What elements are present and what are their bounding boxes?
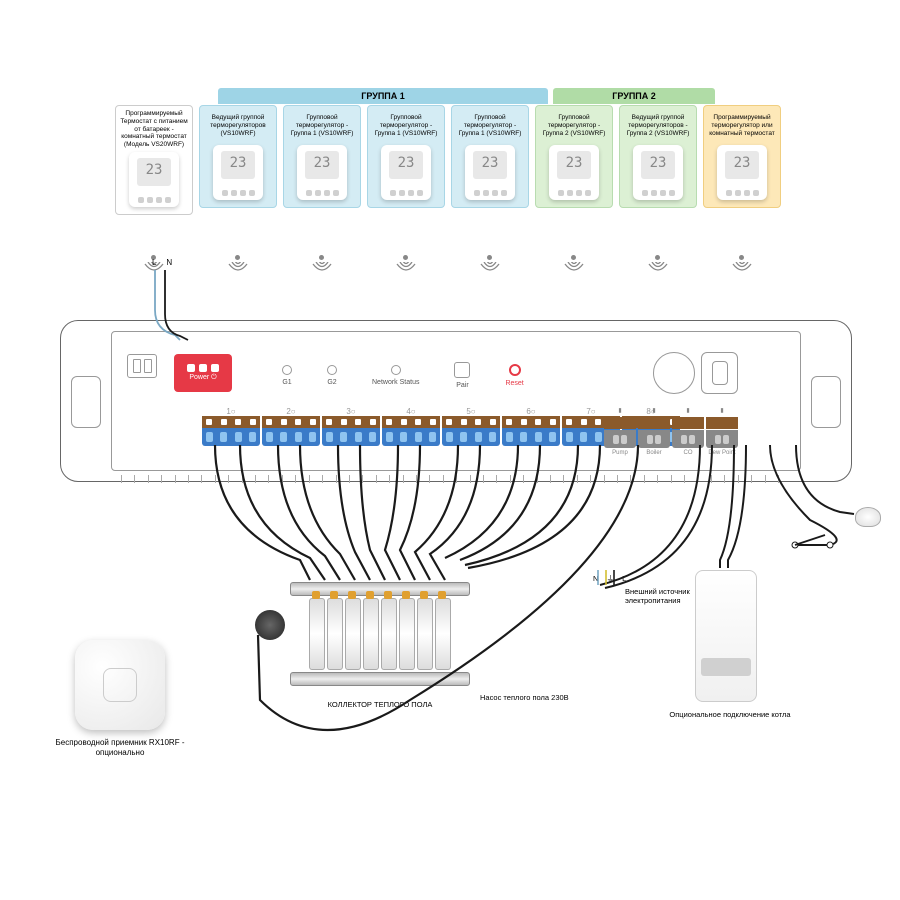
zone-6: 6○ [502, 407, 560, 446]
status-reset: Reset [505, 364, 523, 387]
manifold-valve-2 [345, 598, 361, 670]
manifold-valve-1 [327, 598, 343, 670]
wireless-icon [563, 255, 583, 281]
output-terminals: ▮Pump▮Boiler▮CO▮Dew Point [604, 407, 738, 456]
ln-label: L N [152, 258, 176, 267]
status-network: Network Status [372, 365, 419, 386]
thermostat-label: Программируемый Термостат с питанием от … [120, 110, 188, 149]
manifold-valve-0 [309, 598, 325, 670]
rx10rf-receiver: Беспроводной приемник RX10RF - опциональ… [55, 640, 185, 759]
thermostat-label: Ведущий группой терморегуляторов - Групп… [624, 110, 692, 142]
manifold-valve-3 [363, 598, 379, 670]
thermostat-label: Групповой терморегулятор - Группа 2 (VS1… [540, 110, 608, 142]
thermostat-icon [465, 145, 515, 200]
output-co: ▮CO [672, 407, 704, 456]
receiver-label: Беспроводной приемник RX10RF - опциональ… [55, 738, 185, 759]
group2-header: ГРУППА 2 [553, 88, 715, 104]
status-g2: G2 [327, 365, 337, 386]
status-pair: Pair [454, 362, 470, 389]
manifold-valve-5 [399, 598, 415, 670]
external-power-label: Внешний источник электропитания [625, 587, 705, 605]
zone-4: 4○ [382, 407, 440, 446]
manifold-valve-7 [435, 598, 451, 670]
thermostat-card-6: Ведущий группой терморегуляторов - Групп… [619, 105, 697, 208]
output-pump: ▮Pump [604, 407, 636, 456]
thermostat-icon [297, 145, 347, 200]
controller-inner: Power ⏻ G1 G2 Network Status Pair Reset … [111, 331, 801, 471]
wireless-icon [647, 255, 667, 281]
thermostat-label: Групповой терморегулятор - Группа 1 (VS1… [288, 110, 356, 142]
thermostat-card-5: Групповой терморегулятор - Группа 2 (VS1… [535, 105, 613, 208]
thermostat-card-7: Программируемый терморегулятор или комна… [703, 105, 781, 208]
manifold-valve-4 [381, 598, 397, 670]
thermostat-icon [633, 145, 683, 200]
dewpoint-sensor [855, 507, 881, 527]
bottom-edge [121, 475, 791, 489]
nl-right-label: N ⏚ L [593, 574, 629, 583]
power-terminal: Power ⏻ [174, 354, 232, 392]
wireless-icon [311, 255, 331, 281]
manifold [290, 580, 470, 690]
thermostat-icon [381, 145, 431, 200]
circulation-pump [255, 610, 285, 640]
zone-5: 5○ [442, 407, 500, 446]
boiler-label: Опциональное подключение котла [660, 710, 800, 719]
thermostat-icon [213, 145, 263, 200]
mount-hole-right [811, 376, 841, 428]
thermostat-icon [129, 152, 179, 207]
knockout-slot [701, 352, 738, 394]
thermostat-card-3: Групповой терморегулятор - Группа 1 (VS1… [367, 105, 445, 208]
wireless-icon [731, 255, 751, 281]
thermostat-label: Программируемый терморегулятор или комна… [708, 110, 776, 142]
output-dew-point: ▮Dew Point [706, 407, 738, 456]
knockout-round [653, 352, 695, 394]
output-boiler: ▮Boiler [638, 407, 670, 456]
thermostat-card-0: Программируемый Термостат с питанием от … [115, 105, 193, 215]
usb-ports [127, 354, 157, 378]
wireless-icon [227, 255, 247, 281]
zone-1: 1○ [202, 407, 260, 446]
zone-2: 2○ [262, 407, 320, 446]
thermostat-card-4: Групповой терморегулятор - Группа 1 (VS1… [451, 105, 529, 208]
zone-3: 3○ [322, 407, 380, 446]
thermostat-icon [549, 145, 599, 200]
status-g1: G1 [282, 365, 292, 386]
thermostat-card-2: Групповой терморегулятор - Группа 1 (VS1… [283, 105, 361, 208]
pump-label: Насос теплого пола 230В [480, 693, 569, 702]
group1-header: ГРУППА 1 [218, 88, 548, 104]
wireless-icon [395, 255, 415, 281]
mount-hole-left [71, 376, 101, 428]
receiver-icon [75, 640, 165, 730]
wiring-controller: Power ⏻ G1 G2 Network Status Pair Reset … [60, 320, 852, 482]
manifold-label: КОЛЛЕКТОР ТЕПЛОГО ПОЛА [300, 700, 460, 709]
thermostat-label: Групповой терморегулятор - Группа 1 (VS1… [372, 110, 440, 142]
status-row: G1 G2 Network Status Pair Reset [282, 362, 524, 389]
thermostat-label: Групповой терморегулятор - Группа 1 (VS1… [456, 110, 524, 142]
manifold-valve-6 [417, 598, 433, 670]
wireless-icon [479, 255, 499, 281]
power-label: Power ⏻ [189, 374, 216, 382]
thermostat-icon [717, 145, 767, 200]
thermostat-label: Ведущий группой терморегуляторов (VS10WR… [204, 110, 272, 142]
thermostat-card-1: Ведущий группой терморегуляторов (VS10WR… [199, 105, 277, 208]
